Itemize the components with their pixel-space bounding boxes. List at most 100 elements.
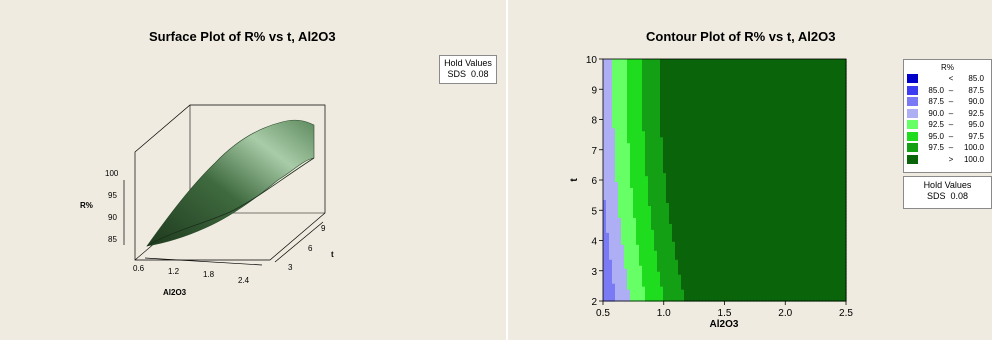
contour-cell xyxy=(768,151,772,156)
contour-cell xyxy=(648,103,652,108)
contour-cell xyxy=(735,154,739,159)
contour-cell xyxy=(702,244,706,248)
contour-cell xyxy=(663,124,667,129)
contour-cell xyxy=(780,229,784,233)
contour-cell xyxy=(651,232,655,236)
contour-cell xyxy=(672,223,676,227)
contour-cell xyxy=(759,118,763,123)
contour-cell xyxy=(684,262,688,266)
contour-cell xyxy=(750,289,754,293)
contour-cell xyxy=(699,88,703,93)
contour-cell xyxy=(639,229,643,233)
contour-cell xyxy=(732,208,736,212)
contour-cell xyxy=(636,208,640,212)
contour-cell xyxy=(657,61,661,66)
contour-cell xyxy=(780,289,784,293)
contour-cell xyxy=(738,142,742,147)
contour-cell xyxy=(645,91,649,96)
contour-cell xyxy=(660,172,664,177)
contour-cell xyxy=(627,103,631,108)
contour-cell xyxy=(609,211,613,215)
contour-cell xyxy=(726,262,730,266)
contour-cell xyxy=(726,166,730,171)
contour-cell xyxy=(741,109,745,114)
contour-cell xyxy=(627,235,631,239)
contour-cell xyxy=(696,148,700,153)
contour-cell xyxy=(714,127,718,132)
contour-cell xyxy=(756,292,760,296)
contour-cell xyxy=(753,160,757,165)
contour-cell xyxy=(729,154,733,159)
contour-cell xyxy=(660,226,664,230)
contour-cell xyxy=(681,127,685,132)
contour-cell xyxy=(606,190,610,195)
contour-cell xyxy=(606,196,610,201)
contour-cell xyxy=(609,172,613,177)
contour-cell xyxy=(768,178,772,183)
contour-cell xyxy=(762,253,766,257)
contour-cell xyxy=(756,244,760,248)
contour-cell xyxy=(756,250,760,254)
contour-cell xyxy=(636,241,640,245)
contour-cell xyxy=(753,199,757,204)
contour-cell xyxy=(738,193,742,198)
contour-cell xyxy=(618,298,622,302)
contour-cell xyxy=(669,247,673,251)
contour-cell xyxy=(699,241,703,245)
contour-cell xyxy=(645,247,649,251)
contour-cell xyxy=(642,160,646,165)
contour-cell xyxy=(666,262,670,266)
contour-cell xyxy=(690,256,694,260)
contour-cell xyxy=(663,127,667,132)
contour-cell xyxy=(762,67,766,72)
contour-cell xyxy=(663,292,667,296)
contour-cell xyxy=(735,292,739,296)
contour-cell xyxy=(681,59,685,63)
contour-cell xyxy=(786,253,790,257)
contour-cell xyxy=(744,61,748,66)
contour-cell xyxy=(603,133,607,138)
contour-cell xyxy=(627,274,631,278)
contour-cell xyxy=(642,232,646,236)
contour-cell xyxy=(696,253,700,257)
contour-cell xyxy=(726,100,730,105)
contour-cell xyxy=(732,280,736,284)
contour-cell xyxy=(744,124,748,129)
contour-cell xyxy=(666,148,670,153)
contour-cell xyxy=(621,274,625,278)
contour-cell xyxy=(654,67,658,72)
contour-cell xyxy=(762,109,766,114)
contour-cell xyxy=(750,61,754,66)
contour-cell xyxy=(756,193,760,198)
contour-cell xyxy=(711,199,715,204)
contour-cell xyxy=(672,133,676,138)
contour-cell xyxy=(618,97,622,102)
contour-cell xyxy=(678,262,682,266)
contour-cell xyxy=(762,85,766,90)
contour-cell xyxy=(765,190,769,195)
contour-cell xyxy=(633,163,637,168)
contour-cell xyxy=(687,88,691,93)
x-tick-1.8: 1.8 xyxy=(203,270,215,279)
contour-cell xyxy=(603,202,607,206)
contour-cell xyxy=(693,70,697,75)
contour-cell xyxy=(696,178,700,183)
contour-cell xyxy=(612,178,616,183)
contour-cell xyxy=(714,130,718,135)
contour-cell xyxy=(714,118,718,123)
contour-cell xyxy=(699,166,703,171)
contour-cell xyxy=(660,202,664,206)
contour-cell xyxy=(612,100,616,105)
contour-cell xyxy=(657,199,661,204)
contour-cell xyxy=(783,100,787,105)
contour-cell xyxy=(612,103,616,108)
contour-cell xyxy=(612,97,616,102)
contour-cell xyxy=(615,208,619,212)
contour-cell xyxy=(747,160,751,165)
contour-cell xyxy=(777,112,781,117)
contour-cell xyxy=(654,166,658,171)
contour-cell xyxy=(666,241,670,245)
contour-cell xyxy=(717,229,721,233)
contour-cell xyxy=(639,283,643,287)
contour-cell xyxy=(720,235,724,239)
